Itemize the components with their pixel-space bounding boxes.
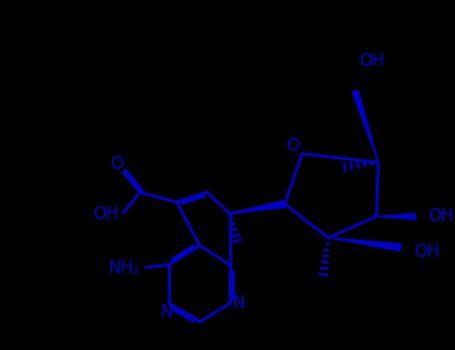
- Polygon shape: [230, 201, 285, 214]
- Text: N: N: [232, 294, 245, 312]
- Text: O: O: [110, 155, 123, 173]
- Polygon shape: [328, 238, 401, 251]
- Text: O: O: [286, 137, 299, 155]
- Text: N: N: [161, 303, 173, 321]
- Text: OH: OH: [359, 52, 384, 70]
- Text: OH: OH: [414, 243, 440, 261]
- Text: OH: OH: [429, 208, 454, 225]
- Text: OH: OH: [93, 205, 119, 223]
- Polygon shape: [376, 214, 415, 219]
- Text: NH₂: NH₂: [109, 259, 141, 276]
- Polygon shape: [352, 90, 378, 162]
